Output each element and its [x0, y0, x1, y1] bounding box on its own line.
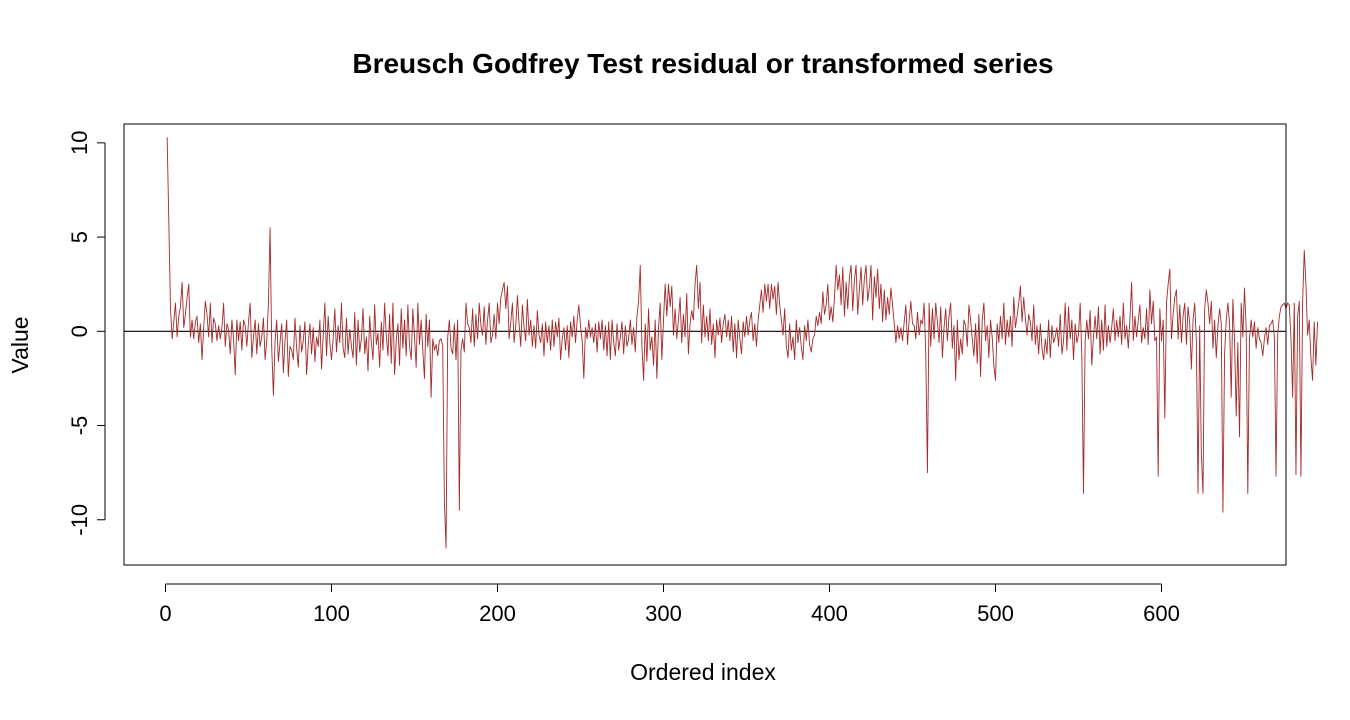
x-tick-label: 300	[645, 601, 682, 626]
x-tick-label: 600	[1143, 601, 1180, 626]
plot-area	[123, 123, 1318, 566]
y-tick-label: 0	[67, 325, 92, 337]
x-axis: 0 100 200 300 400 500 600	[159, 583, 1180, 626]
x-tick-label: 200	[479, 601, 516, 626]
y-axis-label: Value	[7, 316, 33, 373]
y-tick-label: 10	[67, 131, 92, 155]
x-tick-label: 0	[159, 601, 171, 626]
x-tick-label: 100	[313, 601, 350, 626]
chart-title: Breusch Godfrey Test residual or transfo…	[352, 48, 1053, 79]
x-tick-label: 400	[811, 601, 848, 626]
x-axis-label: Ordered index	[630, 659, 776, 685]
x-tick-label: 500	[977, 601, 1014, 626]
y-tick-label: -10	[67, 504, 92, 536]
series-line	[166, 137, 1318, 549]
y-tick-label: 5	[67, 231, 92, 243]
plot-frame	[123, 123, 1287, 566]
y-axis: -10 -5 0 5 10	[67, 131, 106, 536]
y-tick-label: -5	[67, 416, 92, 436]
